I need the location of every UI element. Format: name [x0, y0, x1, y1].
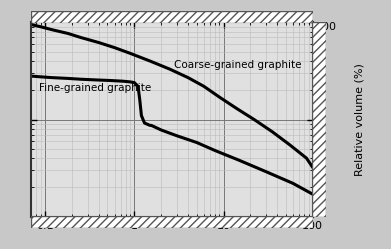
- Text: 100: 100: [316, 22, 337, 32]
- Text: Coarse-grained graphite: Coarse-grained graphite: [174, 61, 302, 70]
- Text: Relative volume (%): Relative volume (%): [355, 63, 365, 176]
- Text: Fine-grained graphite: Fine-grained graphite: [39, 83, 151, 93]
